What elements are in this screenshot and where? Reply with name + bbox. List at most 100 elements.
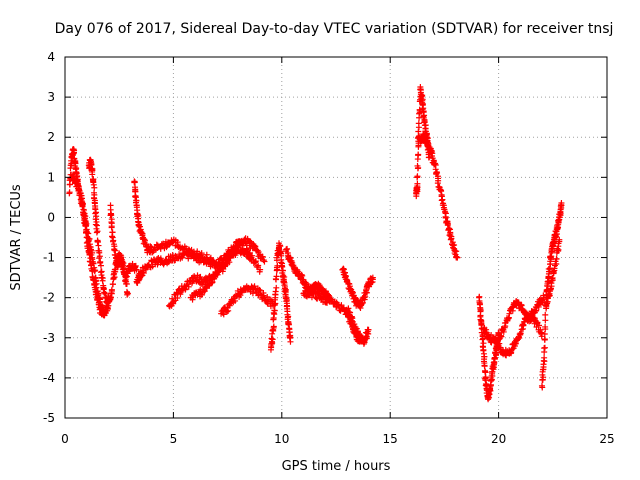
trace-sample (259, 253, 266, 260)
y-axis-label: SDTVAR / TECUs (9, 184, 24, 291)
trace-sample (418, 93, 425, 100)
trace-sample (553, 255, 560, 262)
trace-sample (220, 311, 227, 318)
trace-sample (257, 287, 264, 294)
trace-sample (86, 236, 93, 243)
trace-sample (285, 313, 292, 320)
trace-sample (101, 289, 108, 296)
trace-sample (226, 259, 233, 266)
trace-sample (92, 277, 99, 284)
chart-title: Day 076 of 2017, Sidereal Day-to-day VTE… (55, 21, 614, 37)
trace-sample (249, 290, 256, 297)
trace-sample (179, 254, 186, 261)
data-point (88, 246, 95, 253)
series-arc-d (107, 202, 140, 283)
trace-sample (97, 262, 104, 269)
trace-sample (284, 245, 291, 252)
trace-sample (345, 305, 352, 312)
series-arc-n (343, 305, 372, 347)
data-point (257, 266, 264, 273)
trace-sample (89, 171, 96, 178)
data-point (454, 254, 461, 261)
trace-sample (198, 291, 205, 298)
trace-sample (277, 243, 284, 250)
trace-sample (546, 293, 553, 300)
trace-sample (109, 281, 116, 288)
trace-sample (273, 273, 280, 280)
trace-sample (272, 288, 279, 295)
data-points (66, 84, 565, 403)
data-point (101, 310, 108, 317)
trace-sample (498, 333, 505, 340)
data-point (248, 254, 255, 261)
trace-sample (79, 200, 86, 207)
trace-sample (124, 291, 131, 298)
trace-sample (232, 252, 239, 259)
trace-sample (438, 187, 445, 194)
x-tick-label: 0 (61, 432, 69, 446)
trace-sample (99, 277, 106, 284)
trace-sample (269, 336, 276, 343)
trace-sample (512, 340, 519, 347)
data-point (261, 258, 268, 265)
trace-sample (201, 288, 208, 295)
trace-sample (272, 275, 279, 282)
x-tick-label: 10 (274, 432, 289, 446)
data-point (133, 266, 140, 273)
trace-sample (96, 249, 103, 256)
trace-sample (539, 384, 546, 391)
trace-sample (270, 323, 277, 330)
trace-sample (90, 260, 97, 267)
trace-sample (481, 367, 488, 374)
trace-sample (555, 217, 562, 224)
trace-sample (547, 261, 554, 268)
trace-sample (273, 284, 280, 291)
trace-sample (349, 314, 356, 321)
trace-sample (481, 362, 488, 369)
trace-sample (281, 279, 288, 286)
trace-sample (111, 274, 118, 281)
trace-sample (542, 311, 549, 318)
trace-sample (79, 199, 86, 206)
trace-sample (415, 120, 422, 127)
grid-lines (65, 57, 607, 418)
data-point (541, 354, 548, 361)
trace-sample (551, 267, 558, 274)
trace-sample (66, 189, 73, 196)
data-point (365, 326, 372, 333)
trace-sample (99, 303, 106, 310)
trace-sample (120, 260, 127, 267)
x-tick-label: 20 (491, 432, 506, 446)
data-point (369, 274, 376, 281)
series-arc-h (187, 246, 255, 303)
trace-sample (541, 336, 548, 343)
series-arc-f (133, 241, 264, 286)
trace-sample (541, 344, 548, 351)
trace-sample (434, 169, 441, 176)
trace-sample (255, 262, 262, 269)
series-arc-u (543, 236, 563, 309)
trace-sample (444, 220, 451, 227)
trace-sample (347, 309, 354, 316)
trace-sample (448, 233, 455, 240)
trace-sample (439, 196, 446, 203)
data-point (261, 294, 268, 301)
trace-sample (110, 237, 117, 244)
trace-sample (340, 266, 347, 273)
series-arc-m (339, 265, 376, 312)
trace-sample (182, 285, 189, 292)
trace-sample (453, 248, 460, 255)
trace-sample (548, 283, 555, 290)
trace-sample (482, 377, 489, 384)
trace-sample (199, 255, 206, 262)
trace-sample (225, 307, 232, 314)
trace-sample (319, 293, 326, 300)
trace-sample (538, 329, 545, 336)
trace-sample (242, 249, 249, 256)
trace-sample (137, 223, 144, 230)
trace-sample (453, 253, 460, 260)
y-tick-label: -1 (43, 251, 55, 265)
trace-sample (535, 322, 542, 329)
y-tick-label: 3 (47, 90, 55, 104)
y-tick-label: -3 (43, 331, 55, 345)
